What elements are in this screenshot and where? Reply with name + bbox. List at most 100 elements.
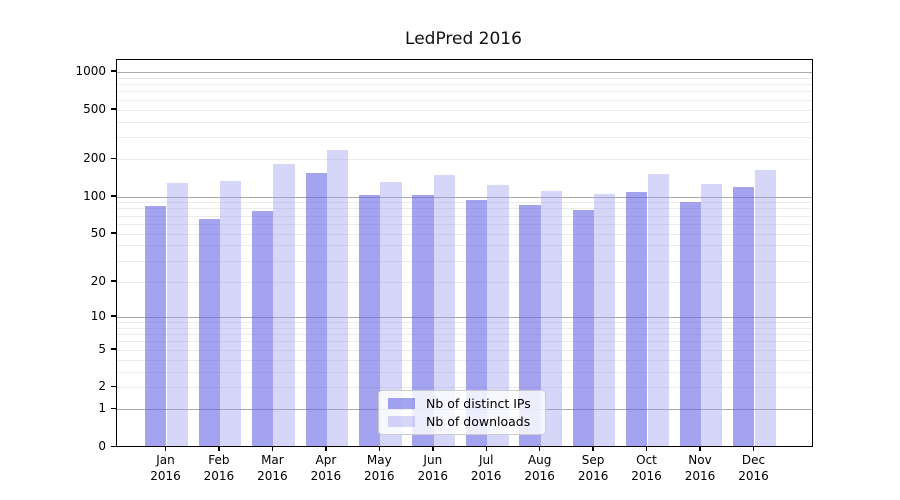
x-tick-mark — [218, 446, 220, 451]
minor-gridline — [117, 327, 812, 329]
x-tick-label: Dec 2016 — [724, 452, 784, 484]
y-tick-label: 1 — [98, 401, 106, 416]
major-gridline — [117, 71, 812, 73]
bar-distinct-ips — [145, 205, 167, 446]
y-tick-mark — [111, 315, 116, 317]
bar-distinct-ips — [679, 201, 701, 446]
y-tick-mark — [111, 195, 116, 197]
x-tick-month: Dec — [741, 453, 766, 467]
legend: Nb of distinct IPs Nb of downloads — [378, 390, 546, 435]
minor-gridline — [117, 215, 812, 217]
bar-downloads — [487, 184, 509, 446]
x-tick-year: 2016 — [257, 469, 288, 483]
y-tick-mark — [111, 70, 116, 72]
x-tick-mark — [378, 446, 381, 451]
y-tick-label: 5 — [98, 341, 106, 356]
y-tick-mark — [111, 407, 116, 410]
minor-gridline — [117, 281, 812, 283]
y-tick-mark — [111, 108, 116, 110]
x-tick-month: Oct — [636, 453, 657, 467]
bar-distinct-ips — [465, 200, 488, 446]
major-gridline — [117, 316, 812, 318]
minor-gridline — [117, 322, 812, 323]
x-tick-year: 2016 — [150, 469, 181, 483]
y-tick-mark — [111, 280, 116, 282]
y-tick-label: 50 — [90, 225, 106, 240]
bar-downloads — [647, 173, 669, 446]
x-tick-year: 2016 — [631, 469, 662, 483]
minor-gridline — [117, 109, 812, 111]
legend-row: Nb of downloads — [388, 414, 545, 429]
minor-gridline — [117, 91, 812, 93]
x-tick-year: 2016 — [310, 469, 342, 483]
x-tick-month: Nov — [688, 453, 712, 467]
x-tick-label: Nov 2016 — [670, 452, 730, 484]
major-gridline — [117, 196, 812, 198]
bar-distinct-ips — [519, 204, 541, 446]
legend-label-distinct-ips: Nb of distinct IPs — [426, 395, 531, 411]
bar-downloads — [540, 191, 563, 446]
minor-gridline — [117, 349, 812, 351]
minor-gridline — [117, 371, 812, 373]
bar-downloads — [594, 193, 616, 446]
minor-gridline — [117, 208, 812, 210]
minor-gridline — [117, 233, 812, 235]
y-tick-label: 100 — [83, 188, 106, 203]
y-tick-label: 2 — [98, 379, 106, 394]
y-tick-mark — [111, 385, 116, 388]
x-tick-label: Jan 2016 — [136, 452, 196, 484]
x-tick-year: 2016 — [417, 469, 449, 483]
bar-distinct-ips — [572, 209, 595, 446]
minor-gridline — [117, 202, 812, 204]
y-tick-label: 10 — [90, 308, 106, 323]
bar-distinct-ips — [198, 218, 220, 446]
x-tick-mark — [164, 446, 167, 451]
x-tick-month: Jul — [478, 453, 494, 467]
minor-gridline — [117, 359, 812, 361]
y-tick-label: 500 — [83, 101, 106, 116]
y-tick-label: 0 — [98, 439, 106, 453]
bar-downloads — [166, 182, 188, 446]
x-tick-month: Sep — [581, 453, 605, 467]
minor-gridline — [117, 334, 812, 336]
x-tick-year: 2016 — [577, 469, 609, 483]
x-tick-mark — [538, 446, 541, 451]
chart-title: LedPred 2016 — [405, 29, 522, 49]
minor-gridline — [117, 341, 812, 343]
x-tick-label: Aug 2016 — [510, 452, 570, 484]
minor-gridline — [117, 137, 812, 139]
bar-downloads — [701, 184, 723, 446]
x-tick-month: Jan — [156, 453, 175, 467]
x-tick-label: Apr 2016 — [296, 452, 356, 484]
x-tick-month: Jun — [423, 453, 443, 467]
x-tick-year: 2016 — [524, 469, 555, 483]
plot-layers — [117, 60, 812, 446]
legend-swatch-distinct-ips — [388, 398, 415, 409]
x-tick-month: May — [366, 453, 392, 467]
minor-gridline — [117, 84, 812, 85]
bar-distinct-ips — [358, 194, 381, 446]
x-tick-label: Sep 2016 — [563, 452, 623, 484]
y-tick-label: 200 — [83, 151, 106, 166]
bar-distinct-ips — [252, 211, 274, 446]
minor-gridline — [117, 387, 812, 389]
x-tick-year: 2016 — [470, 469, 502, 483]
x-tick-month: Mar — [261, 453, 284, 467]
x-tick-label: Jul 2016 — [456, 452, 516, 484]
plot-area: Nb of distinct IPs Nb of downloads — [116, 59, 813, 447]
x-tick-month: Apr — [315, 453, 337, 467]
x-tick-year: 2016 — [684, 469, 716, 483]
bar-downloads — [754, 169, 776, 446]
x-tick-mark — [699, 446, 701, 451]
minor-gridline — [117, 121, 812, 123]
x-tick-label: Feb 2016 — [189, 452, 249, 484]
bar-downloads — [220, 180, 242, 446]
x-tick-month: Feb — [208, 453, 230, 467]
minor-gridline — [117, 223, 812, 225]
minor-gridline — [117, 245, 812, 247]
x-tick-year: 2016 — [738, 469, 769, 483]
y-tick-mark — [111, 445, 116, 447]
x-tick-mark — [752, 446, 755, 451]
bar-distinct-ips — [733, 186, 755, 446]
